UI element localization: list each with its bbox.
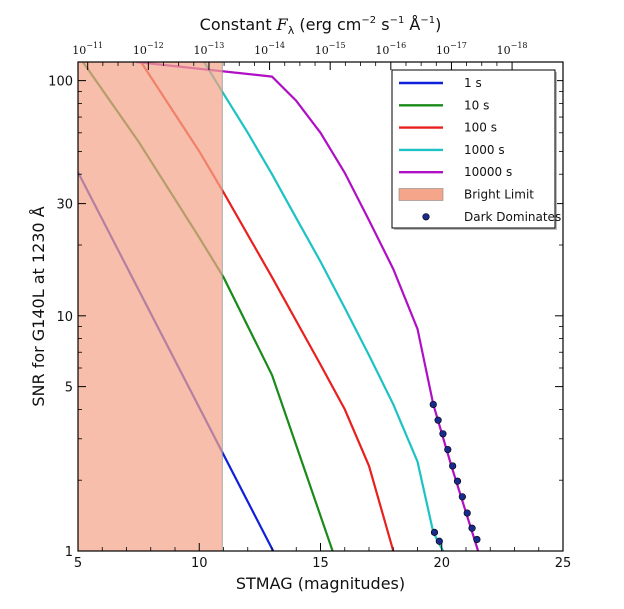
dark-dominates-point xyxy=(449,462,457,470)
top-title-angstrom: Å xyxy=(404,15,420,34)
legend-swatch-dot xyxy=(422,213,430,221)
bright-limit-region xyxy=(77,61,223,552)
dark-dominates-point xyxy=(458,493,466,501)
legend-swatch-patch xyxy=(398,188,444,201)
top-tick-label: 10−18 xyxy=(497,41,528,57)
dark-dominates-point xyxy=(463,509,471,517)
top-title-symbol: F xyxy=(276,15,289,34)
x-tick-label: 20 xyxy=(433,556,450,571)
y-axis-title: SNR for G140L at 1230 Å xyxy=(29,206,48,406)
top-tick-label: 10−11 xyxy=(72,41,103,57)
y-tick-label: 1 xyxy=(65,545,73,560)
x-tick-label: 5 xyxy=(74,556,82,571)
top-axis-title: Constant Fλ (erg cm−2 s−1 Å−1) xyxy=(200,15,442,37)
top-title-symbol-sub: λ xyxy=(288,24,295,37)
legend-label: Bright Limit xyxy=(464,188,534,202)
dark-dominates-point xyxy=(473,535,481,544)
dark-dominates-point xyxy=(444,445,452,454)
dark-dominates-point xyxy=(439,430,447,438)
top-tick-label: 10−16 xyxy=(375,41,406,57)
dark-dominates-point xyxy=(430,528,439,536)
top-title-exp-2: −1 xyxy=(390,15,405,26)
legend: 1 s 10 s 100 s 1000 s 10000 s Bright Limit Dar… xyxy=(391,69,561,230)
x-axis-title: STMAG (magnitudes) xyxy=(236,574,405,593)
y-tick-label: 5 xyxy=(65,381,73,396)
legend-label: 1 s xyxy=(464,76,482,90)
top-tick-label: 10−15 xyxy=(315,41,346,57)
y-tick-label: 10 xyxy=(56,310,73,325)
top-tick-label: 10−17 xyxy=(436,41,467,57)
legend-label: 100 s xyxy=(464,121,497,135)
dark-dominates-points xyxy=(429,400,481,545)
series-line-10000s xyxy=(136,62,480,551)
top-title-exp-1: −2 xyxy=(361,15,376,26)
dark-dominates-point xyxy=(468,524,476,532)
top-title-suffix: ) xyxy=(435,15,441,34)
legend-label: 10000 s xyxy=(464,165,512,179)
legend-label: 10 s xyxy=(464,98,489,112)
x-tick-label: 15 xyxy=(312,556,329,571)
series-line-1000s xyxy=(203,62,444,551)
dark-dominates-point xyxy=(453,477,462,485)
bright-limit-rect xyxy=(77,61,223,552)
dark-dominates-point xyxy=(435,537,443,545)
top-title-prefix: Constant xyxy=(200,15,277,34)
top-title-seconds: s xyxy=(376,15,389,34)
top-title-exp-3: −1 xyxy=(420,15,435,26)
x-tick-label: 25 xyxy=(555,556,572,571)
top-tick-label: 10−14 xyxy=(254,41,285,57)
y-tick-label: 30 xyxy=(56,198,73,213)
x-tick-label: 10 xyxy=(191,556,208,571)
top-tick-label: 10−12 xyxy=(133,41,164,57)
legend-label: Dark Dominates xyxy=(464,210,561,224)
legend-label: 1000 s xyxy=(464,143,505,157)
y-tick-label: 100 xyxy=(48,75,73,90)
dark-dominates-point xyxy=(429,400,437,409)
top-title-units: (erg cm xyxy=(294,15,361,34)
top-tick-label: 10−13 xyxy=(194,41,225,57)
dark-dominates-point xyxy=(434,416,442,424)
